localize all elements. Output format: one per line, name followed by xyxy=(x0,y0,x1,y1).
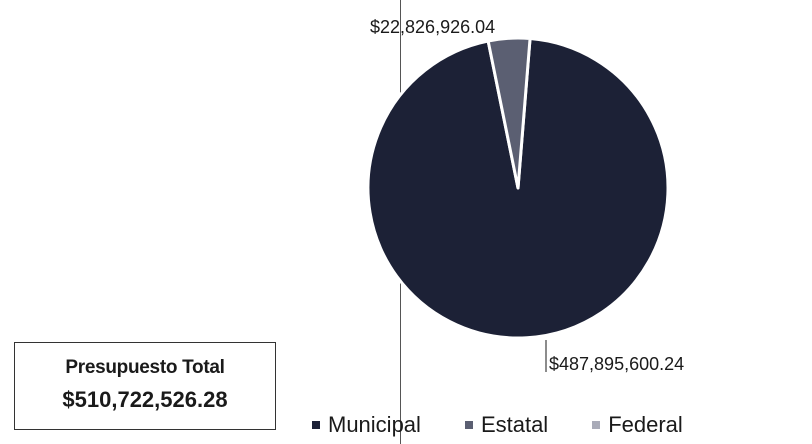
legend-swatch-estatal xyxy=(464,421,473,429)
data-label-estatal: $22,826,926.04 xyxy=(370,17,495,37)
legend-item-estatal: Estatal xyxy=(464,412,549,438)
legend-label-municipal: Municipal xyxy=(328,412,421,437)
legend-item-municipal: Municipal xyxy=(312,412,421,438)
pie-slices xyxy=(366,36,670,340)
legend-item-federal: Federal xyxy=(592,412,683,438)
legend-swatch-federal xyxy=(592,421,601,429)
pie-slice-estatal xyxy=(486,36,532,190)
total-budget-value: $510,722,526.28 xyxy=(62,387,228,412)
legend-label-federal: Federal xyxy=(608,412,683,437)
total-budget-title: Presupuesto Total xyxy=(65,357,225,378)
total-budget-box: Presupuesto Total $510,722,526.28 xyxy=(14,342,276,430)
chart-legend: Municipal Estatal Federal xyxy=(312,412,683,438)
data-label-municipal: $487,895,600.24 xyxy=(549,354,684,374)
legend-swatch-municipal xyxy=(312,421,320,429)
legend-label-estatal: Estatal xyxy=(480,412,549,437)
